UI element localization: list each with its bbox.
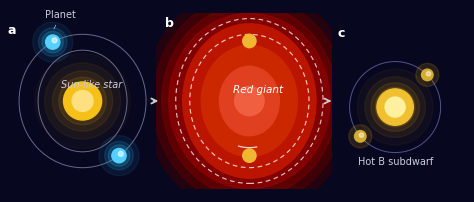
Circle shape [105,141,133,170]
Circle shape [365,77,426,137]
Text: a: a [8,24,17,37]
Circle shape [355,130,366,142]
Circle shape [64,82,101,120]
Ellipse shape [153,0,346,202]
Circle shape [349,125,372,148]
Circle shape [46,35,60,49]
Text: c: c [337,27,345,40]
Circle shape [99,136,139,176]
Ellipse shape [219,66,279,136]
Circle shape [52,38,57,43]
Circle shape [53,71,113,131]
Circle shape [59,77,106,125]
Circle shape [421,69,433,81]
Circle shape [72,90,93,112]
Circle shape [426,72,431,76]
Circle shape [38,28,67,56]
Circle shape [377,89,413,125]
Circle shape [108,145,130,166]
Text: Hot B subdwarf: Hot B subdwarf [357,157,433,167]
Circle shape [118,151,123,156]
Text: Sun-like star: Sun-like star [62,80,123,90]
Circle shape [357,69,433,145]
Circle shape [375,87,415,127]
Circle shape [112,148,126,163]
Circle shape [45,63,121,139]
Ellipse shape [162,4,337,198]
Circle shape [235,86,264,116]
Circle shape [243,149,256,162]
Ellipse shape [144,0,355,202]
Ellipse shape [183,24,316,178]
Text: b: b [165,17,174,30]
Circle shape [243,34,256,48]
Text: Red giant: Red giant [233,85,283,96]
Circle shape [385,97,405,117]
Circle shape [416,63,439,86]
Ellipse shape [201,45,297,157]
Ellipse shape [169,13,330,189]
Circle shape [42,31,64,53]
Circle shape [33,22,73,62]
Circle shape [371,83,419,131]
Text: Planet: Planet [45,10,76,29]
Circle shape [359,133,364,137]
